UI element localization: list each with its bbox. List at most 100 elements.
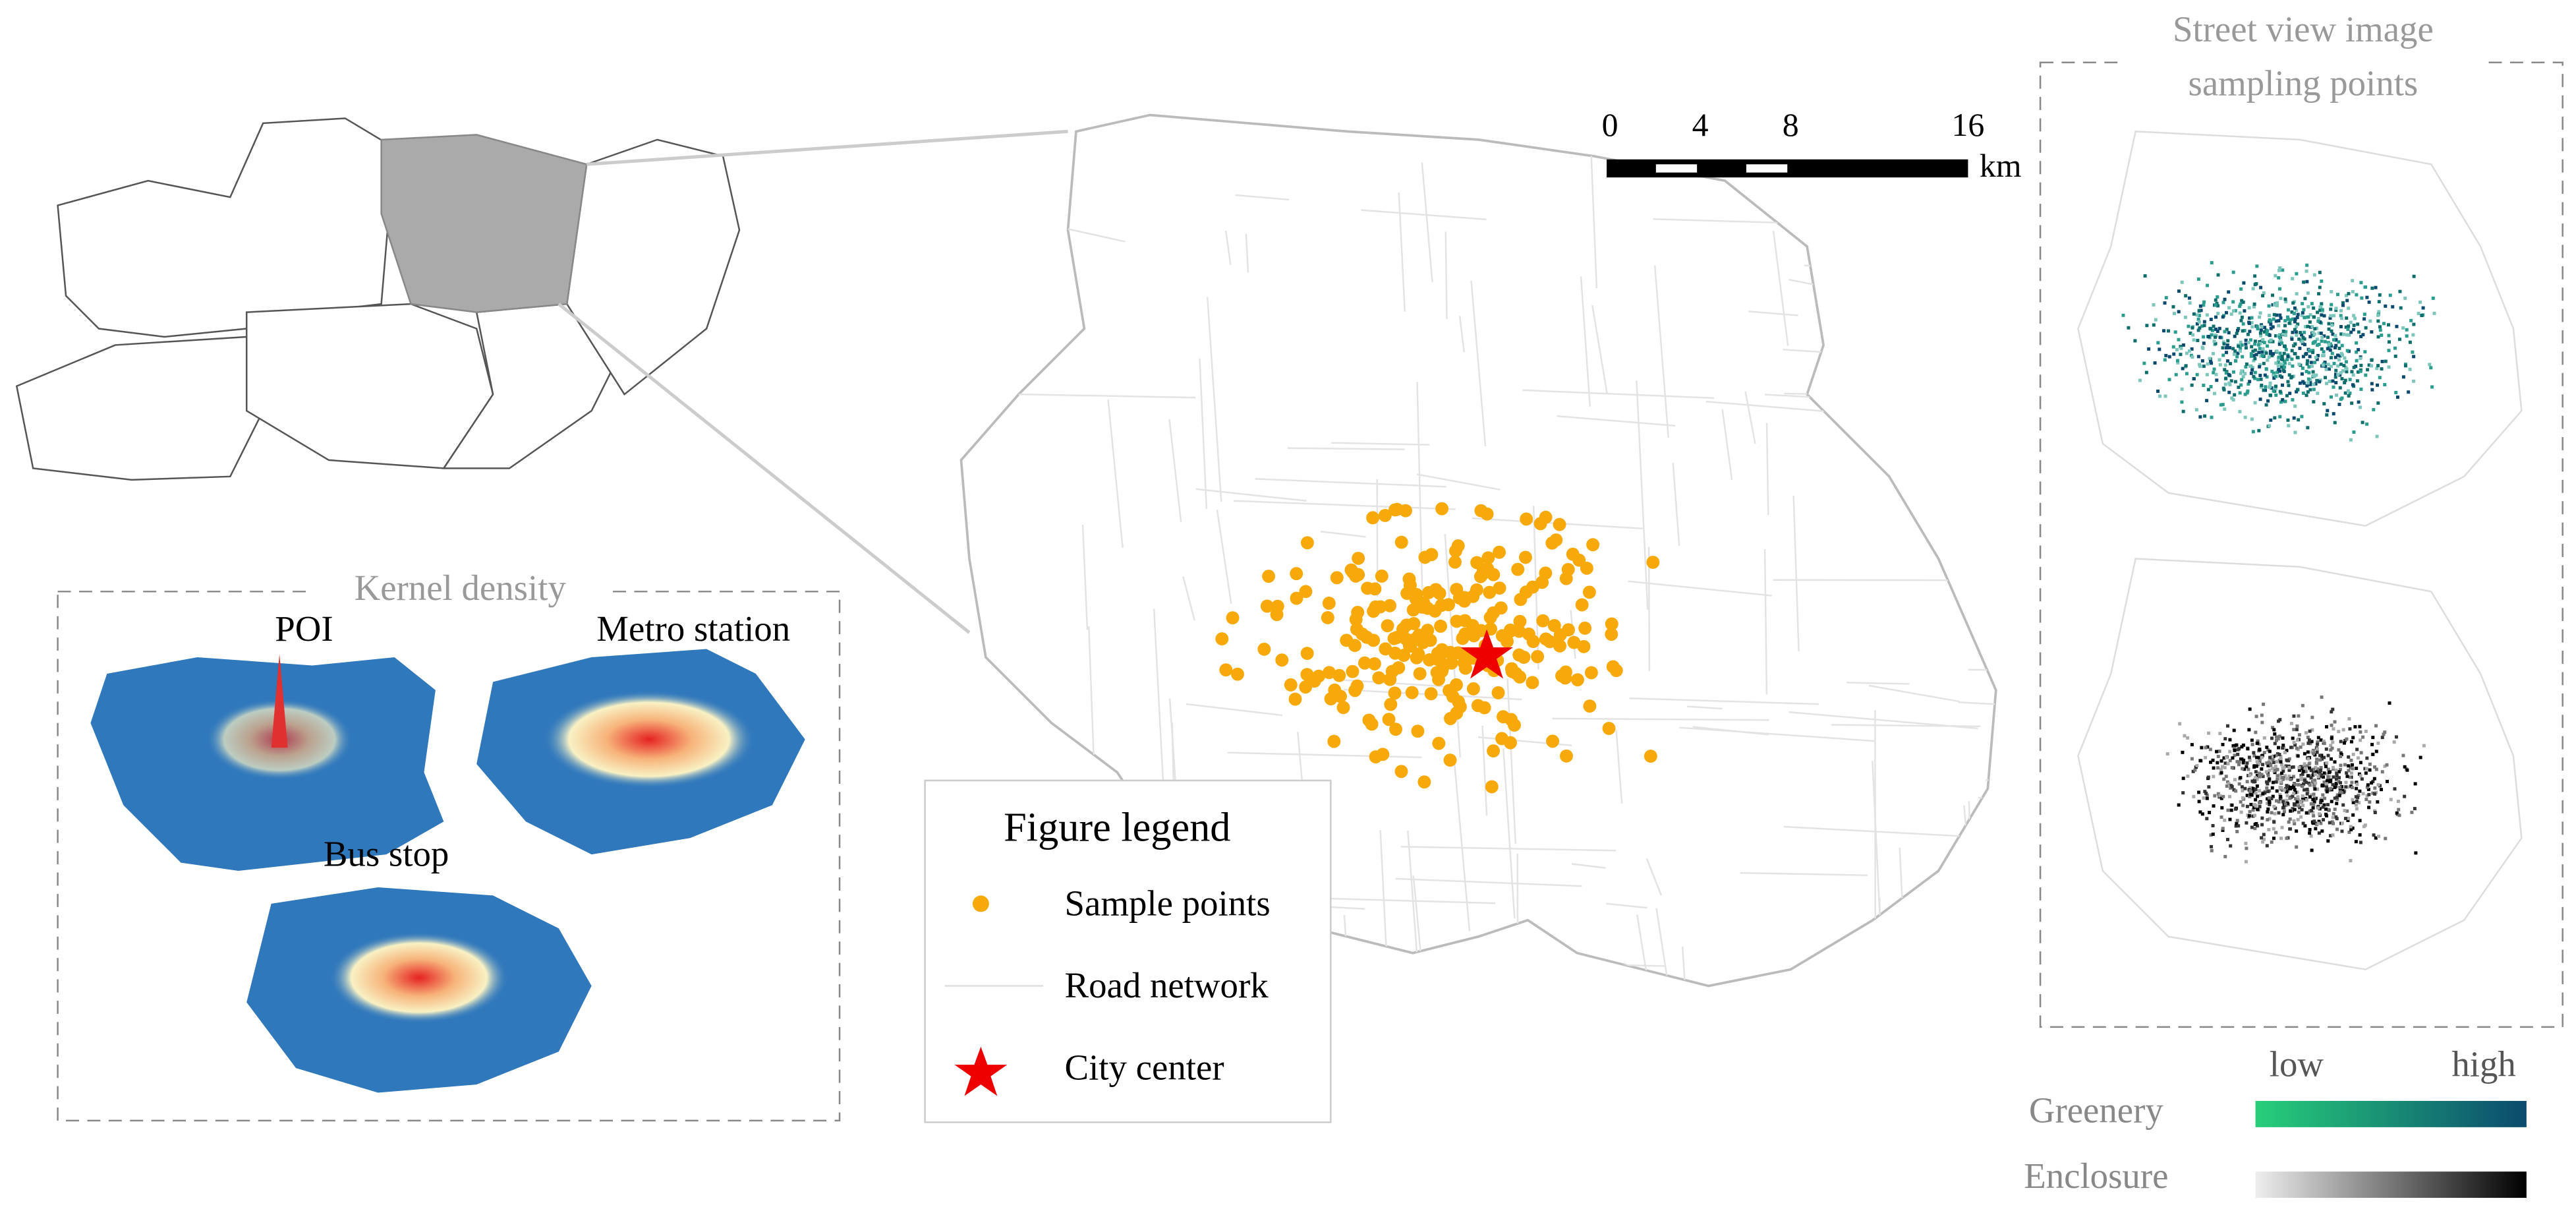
speckle	[2275, 777, 2279, 781]
speckle	[2286, 418, 2290, 422]
road	[1986, 779, 1996, 784]
speckle	[2284, 347, 2288, 351]
speckle	[2179, 345, 2183, 349]
speckle	[2330, 365, 2333, 369]
speckle	[2352, 314, 2356, 318]
speckle	[2297, 418, 2301, 422]
speckle	[2247, 340, 2250, 344]
road	[1679, 726, 1876, 742]
speckle	[2265, 375, 2269, 379]
speckle	[2311, 806, 2315, 810]
sample-point	[1513, 670, 1527, 684]
sample-point	[1522, 627, 1535, 641]
speckle	[2361, 792, 2365, 796]
speckle	[2223, 766, 2227, 770]
speckle	[2355, 783, 2359, 786]
speckle	[2356, 756, 2360, 760]
speckle	[2239, 346, 2243, 350]
speckle	[2401, 326, 2405, 330]
sample-point	[1262, 570, 1276, 583]
speckle	[2343, 378, 2347, 382]
speckle	[2376, 783, 2380, 786]
speckle	[2245, 391, 2249, 395]
sample-point	[1271, 599, 1284, 613]
speckle	[2340, 829, 2344, 833]
speckle	[2330, 289, 2333, 293]
speckle	[2330, 723, 2333, 727]
road	[1107, 399, 1124, 548]
speckle	[2258, 340, 2262, 343]
speckle	[2204, 791, 2208, 795]
road	[1605, 902, 1647, 909]
speckle	[2265, 746, 2269, 750]
speckle	[2329, 314, 2333, 318]
speckle	[2205, 796, 2209, 800]
speckle	[2191, 769, 2195, 773]
speckle	[2317, 292, 2321, 296]
speckle	[2316, 787, 2320, 791]
speckle	[2341, 788, 2345, 792]
speckle	[2380, 788, 2384, 792]
speckle	[2278, 415, 2282, 419]
speckle	[2210, 415, 2214, 419]
speckle	[2321, 363, 2325, 367]
speckle	[2272, 781, 2275, 784]
speckle	[2220, 806, 2224, 810]
speckle	[2281, 357, 2285, 361]
speckle	[2395, 811, 2399, 815]
speckle	[2144, 370, 2148, 374]
speckle	[2237, 327, 2241, 330]
speckle	[2305, 787, 2309, 791]
speckle	[2295, 324, 2299, 328]
speckle	[2375, 367, 2379, 370]
speckle	[2322, 818, 2326, 822]
speckle	[2359, 369, 2362, 373]
speckle	[2306, 811, 2310, 815]
speckle	[2283, 751, 2287, 755]
speckle	[2306, 750, 2310, 754]
speckle	[2299, 765, 2303, 769]
speckle	[2386, 779, 2389, 783]
speckle	[2359, 774, 2362, 778]
speckle	[2192, 794, 2196, 798]
speckle	[2314, 827, 2318, 831]
speckle	[2405, 334, 2409, 338]
speckle	[2248, 773, 2252, 777]
speckle	[2301, 302, 2304, 306]
speckle	[2296, 312, 2300, 316]
panel-title: Street view image	[2173, 9, 2434, 49]
speckle	[2314, 355, 2318, 359]
speckle	[2295, 790, 2299, 794]
speckle	[2223, 818, 2227, 822]
speckle	[2238, 311, 2242, 315]
speckle	[2256, 794, 2260, 798]
speckle	[2242, 758, 2246, 762]
speckle	[2334, 307, 2338, 310]
speckle	[2253, 401, 2257, 405]
speckle	[2231, 309, 2235, 313]
speckle	[2312, 332, 2316, 336]
speckle	[2274, 274, 2277, 278]
speckle	[2275, 767, 2279, 771]
speckle	[2233, 393, 2237, 397]
speckle	[2262, 291, 2266, 295]
speckle	[2324, 367, 2328, 371]
speckle	[2250, 345, 2254, 349]
speckle	[2244, 860, 2248, 864]
speckle	[2233, 748, 2237, 752]
speckle	[2354, 365, 2358, 369]
speckle	[2223, 854, 2227, 858]
speckle	[2257, 761, 2261, 765]
speckle	[2223, 737, 2227, 741]
speckle	[2167, 378, 2171, 382]
speckle	[2210, 333, 2214, 337]
speckle	[2236, 752, 2240, 756]
speckle	[2225, 343, 2229, 347]
speckle	[2351, 752, 2355, 756]
speckle	[2262, 361, 2266, 365]
sample-point	[1421, 624, 1435, 637]
speckle	[2268, 424, 2272, 428]
speckle	[2304, 351, 2308, 355]
speckle	[2308, 388, 2312, 392]
speckle	[2243, 767, 2247, 771]
